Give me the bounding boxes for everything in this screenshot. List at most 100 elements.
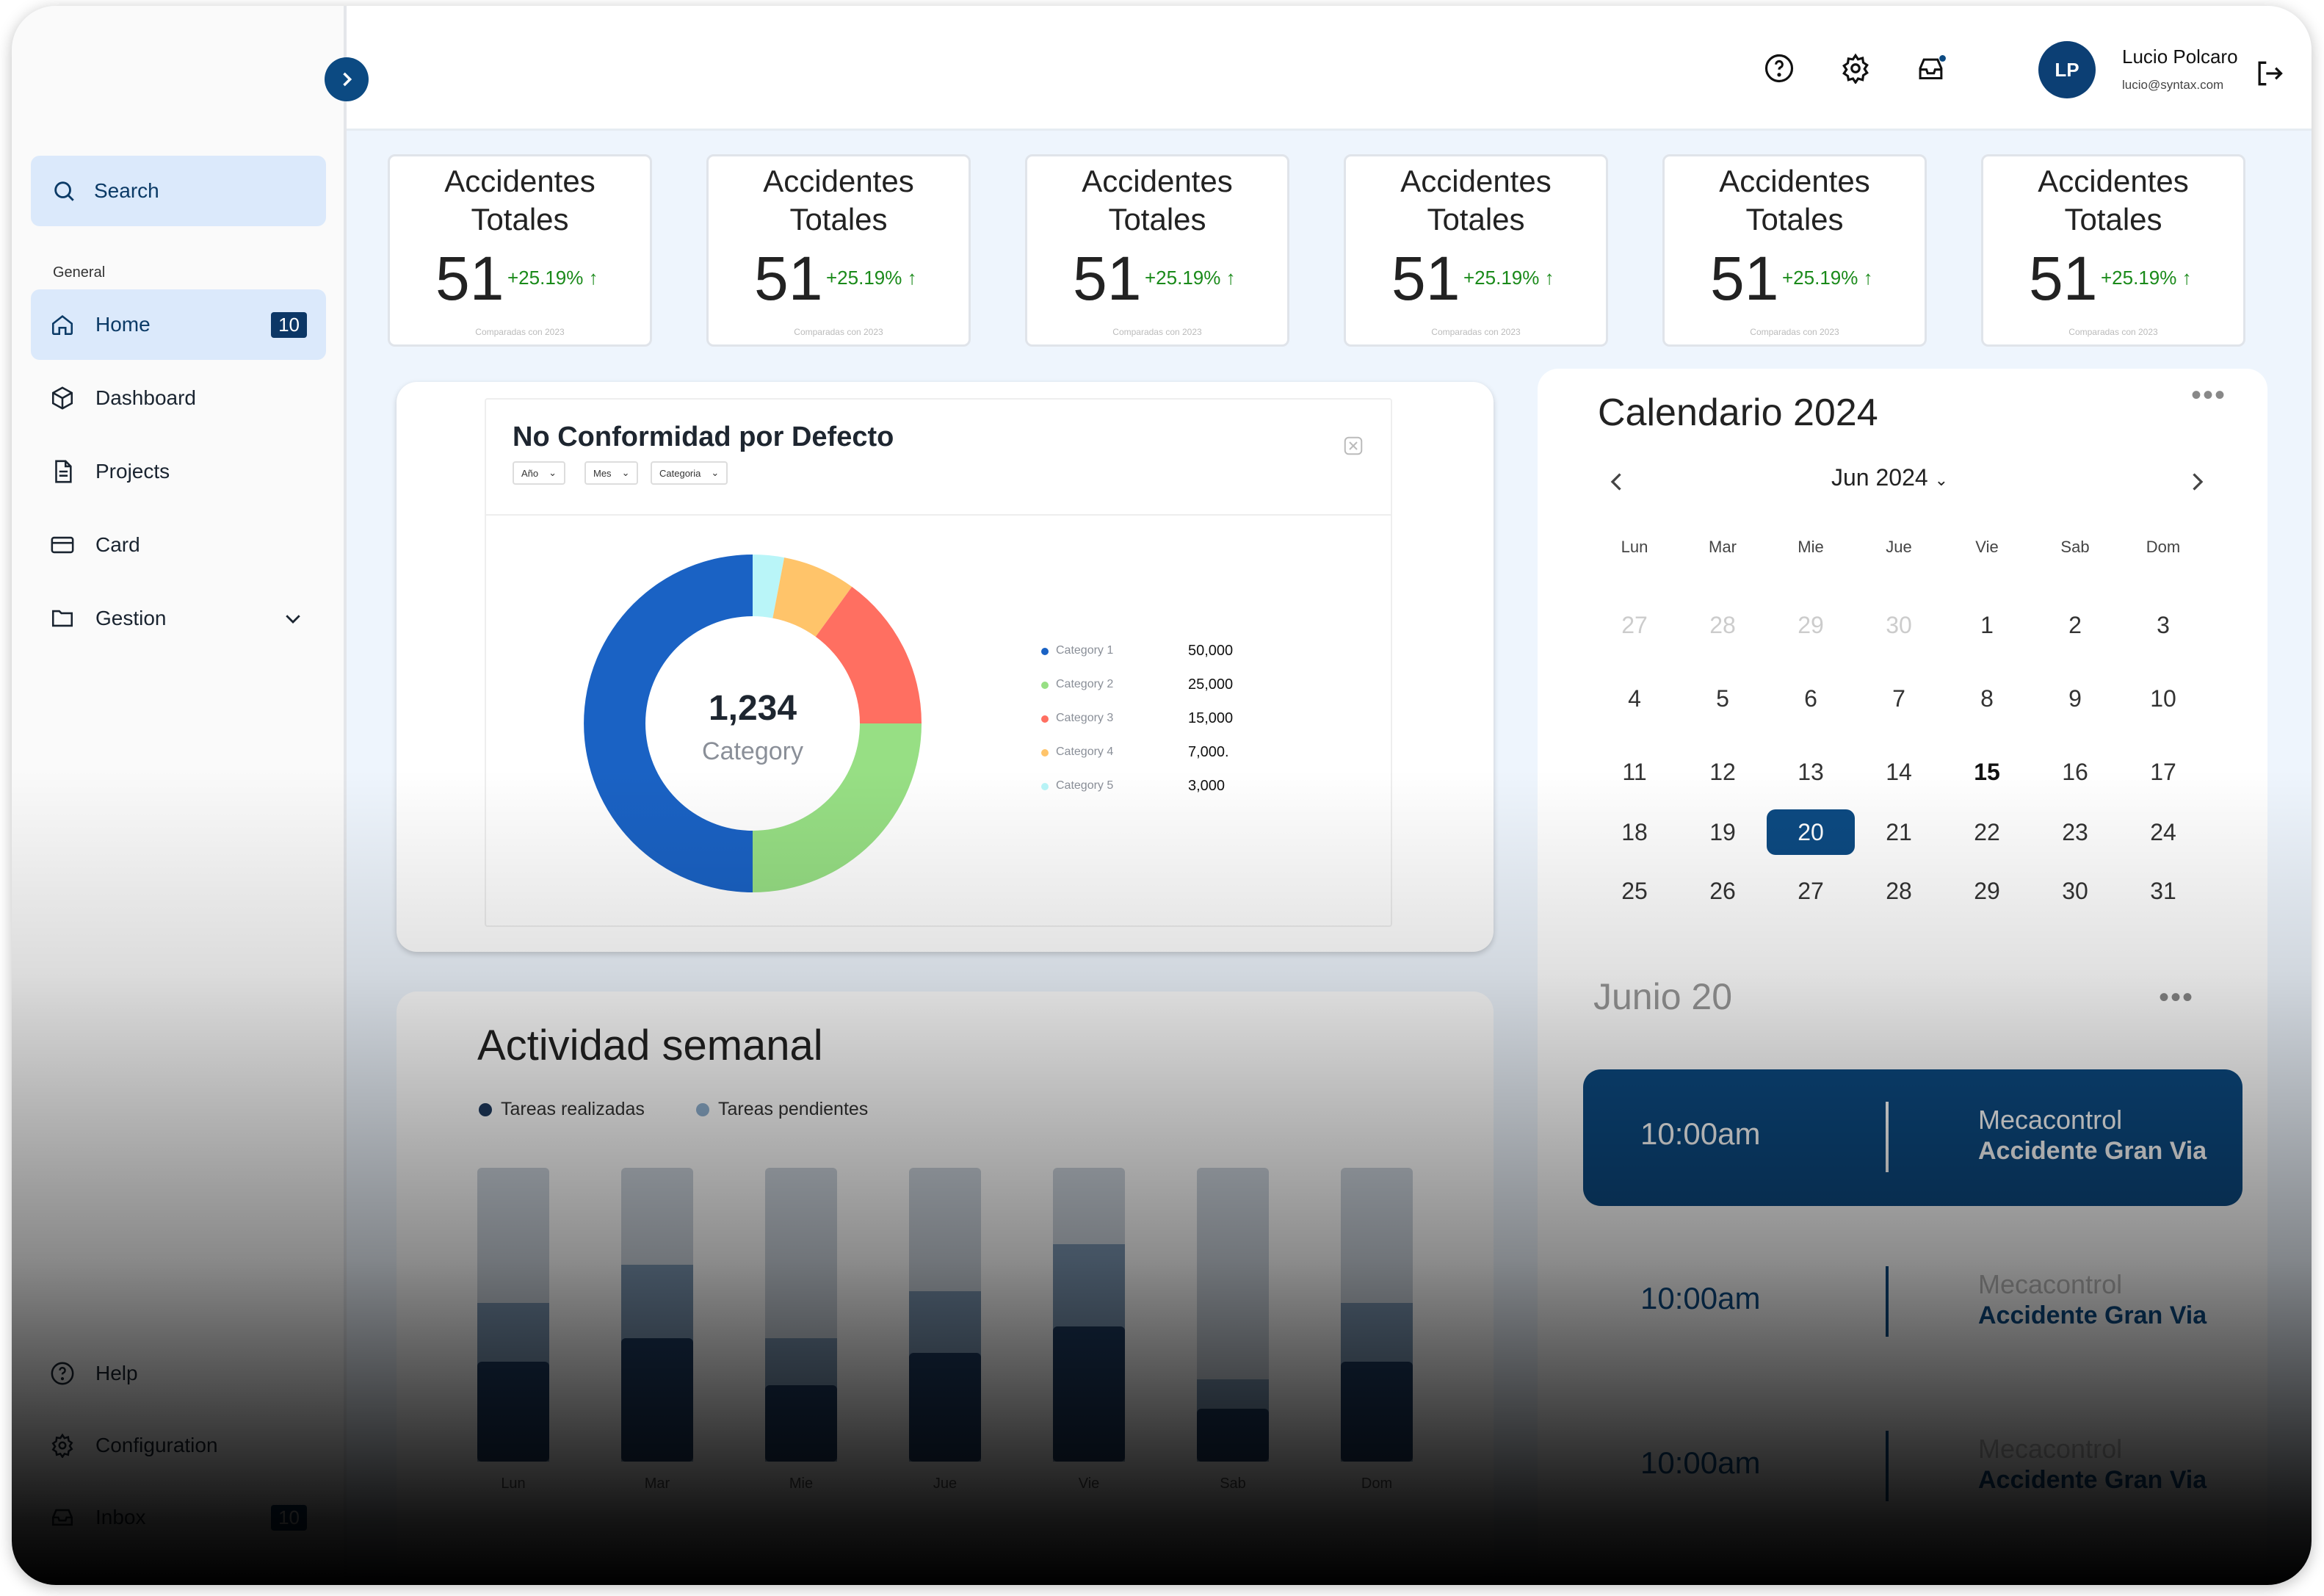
category-dropdown[interactable]: Categoria ⌄ xyxy=(651,461,728,485)
calendar-day[interactable]: 6 xyxy=(1804,685,1817,712)
agenda-event[interactable]: 10:00am Mecacontrol Accidente Gran Via xyxy=(1583,1398,2242,1535)
calendar-day[interactable]: 31 xyxy=(2150,878,2176,904)
calendar-day[interactable]: 8 xyxy=(1980,685,1994,712)
calendar-day[interactable]: 10 xyxy=(2150,685,2176,712)
more-options-icon[interactable]: ••• xyxy=(2191,379,2227,411)
sidebar-item-projects[interactable]: Projects xyxy=(31,436,326,507)
calendar-day[interactable]: 24 xyxy=(2150,819,2176,845)
home-icon xyxy=(51,315,73,336)
donut-slice[interactable] xyxy=(753,555,785,618)
donut-slice[interactable] xyxy=(772,557,853,637)
event-organization: Mecacontrol xyxy=(1978,1105,2123,1135)
calendar-day[interactable]: 14 xyxy=(1886,759,1912,785)
sidebar-toggle-button[interactable] xyxy=(325,57,369,101)
user-email: lucio@syntax.com xyxy=(2122,78,2224,92)
kpi-change: +25.19% ↑ xyxy=(2101,267,2192,289)
section-label-general: General xyxy=(53,264,106,281)
calendar-day[interactable]: 16 xyxy=(2062,759,2088,785)
kpi-card: Accidentes Totales 51 +25.19% ↑ Comparadas … xyxy=(1344,154,1608,347)
calendar-day[interactable]: 25 xyxy=(1621,878,1648,904)
chevron-left-icon[interactable] xyxy=(1604,469,1630,495)
sidebar-item-dashboard[interactable]: Dashboard xyxy=(31,363,326,433)
calendar-day[interactable]: 29 xyxy=(1974,878,2000,904)
calendar-day[interactable]: 9 xyxy=(2068,685,2082,712)
kpi-title: Accidentes Totales xyxy=(2038,164,2189,236)
calendar-card: Calendario 2024 ••• Jun 2024 ⌄ Lun Mar Mie… xyxy=(1538,369,2267,1585)
donut-slice[interactable] xyxy=(815,586,922,723)
calendar-day[interactable]: 17 xyxy=(2150,759,2176,785)
calendar-day[interactable]: 30 xyxy=(1886,612,1912,638)
search-label: Search xyxy=(94,179,159,202)
gear-icon xyxy=(51,1433,73,1458)
calendar-day[interactable]: 21 xyxy=(1886,819,1912,845)
bar-done[interactable] xyxy=(621,1338,693,1462)
kpi-change: +25.19% ↑ xyxy=(826,267,917,289)
bar-done[interactable] xyxy=(1053,1326,1125,1462)
bar-done[interactable] xyxy=(765,1385,837,1462)
calendar-day[interactable]: 20 xyxy=(1767,809,1855,855)
kpi-subtitle: Comparadas con 2023 xyxy=(794,327,883,337)
event-divider xyxy=(1886,1102,1889,1172)
weekday-label: Lun xyxy=(1621,538,1648,556)
calendar-day[interactable]: 19 xyxy=(1709,819,1736,845)
bar-done[interactable] xyxy=(909,1353,981,1462)
sidebar-item-configuration[interactable]: Configuration xyxy=(31,1410,326,1481)
event-location: Accidente Gran Via xyxy=(1978,1301,2207,1329)
agenda-event[interactable]: 10:00am Mecacontrol Accidente Gran Via xyxy=(1583,1234,2242,1371)
calendar-day[interactable]: 7 xyxy=(1892,685,1905,712)
year-dropdown[interactable]: Año ⌄ xyxy=(513,461,566,485)
bar-done[interactable] xyxy=(477,1362,549,1462)
sidebar-item-gestion[interactable]: Gestion xyxy=(31,583,326,654)
bar-done[interactable] xyxy=(1341,1362,1413,1462)
kpi-title: Accidentes Totales xyxy=(1719,164,1870,236)
calendar-day[interactable]: 27 xyxy=(1621,612,1648,638)
kpi-value: 51 xyxy=(435,244,504,313)
more-options-icon[interactable]: ••• xyxy=(2159,981,2195,1014)
document-icon xyxy=(55,460,72,483)
help-icon xyxy=(51,1362,74,1385)
logout-icon[interactable] xyxy=(2253,57,2285,90)
settings-icon[interactable] xyxy=(1840,53,1871,84)
calendar-day[interactable]: 23 xyxy=(2062,819,2088,845)
inbox-notification-icon[interactable] xyxy=(1916,53,1949,84)
calendar-day[interactable]: 2 xyxy=(2068,612,2082,638)
calendar-day[interactable]: 15 xyxy=(1974,759,2000,785)
kpi-card: Accidentes Totales 51 +25.19% ↑ Comparadas … xyxy=(1981,154,2245,347)
donut-center-value: 1,234 xyxy=(709,689,797,728)
calendar-day[interactable]: 26 xyxy=(1709,878,1736,904)
calendar-day[interactable]: 13 xyxy=(1798,759,1824,785)
calendar-day[interactable]: 22 xyxy=(1974,819,2000,845)
chevron-down-icon[interactable] xyxy=(282,607,304,629)
calendar-day[interactable]: 11 xyxy=(1622,759,1647,785)
calendar-day[interactable]: 18 xyxy=(1621,819,1648,845)
bar-tick-label: Mar xyxy=(645,1476,670,1492)
weekday-label: Vie xyxy=(1975,538,1999,556)
calendar-day[interactable]: 29 xyxy=(1798,612,1824,638)
bar-done[interactable] xyxy=(1197,1409,1269,1462)
sidebar-item-card[interactable]: Card xyxy=(31,510,326,580)
weekly-bar-chart: Lun Mar Mie Jue Vie Sab Dom xyxy=(477,1168,1413,1492)
dropdown-label: Año xyxy=(521,467,539,479)
chevron-right-icon[interactable] xyxy=(2184,469,2210,495)
avatar[interactable]: LP xyxy=(2038,41,2096,98)
agenda-event[interactable]: 10:00am Mecacontrol Accidente Gran Via xyxy=(1583,1069,2242,1206)
calendar-day[interactable]: 1 xyxy=(1980,612,1994,638)
calendar-day[interactable]: 12 xyxy=(1709,759,1736,785)
calendar-day[interactable]: 30 xyxy=(2062,878,2088,904)
calendar-day[interactable]: 3 xyxy=(2157,612,2170,638)
calendar-day[interactable]: 28 xyxy=(1709,612,1736,638)
calendar-day[interactable]: 5 xyxy=(1716,685,1729,712)
sidebar-item-inbox[interactable]: Inbox 10 xyxy=(31,1482,326,1553)
help-icon[interactable] xyxy=(1764,53,1795,84)
kpi-value: 51 xyxy=(1710,244,1779,313)
search-box[interactable]: Search xyxy=(31,156,326,226)
calendar-day[interactable]: 27 xyxy=(1798,878,1824,904)
close-icon[interactable] xyxy=(1342,435,1364,457)
sidebar-item-label: Gestion xyxy=(95,607,167,629)
sidebar-item-help[interactable]: Help xyxy=(31,1338,326,1409)
calendar-day[interactable]: 28 xyxy=(1886,878,1912,904)
sidebar-item-home[interactable]: Home 10 xyxy=(31,289,326,360)
calendar-day[interactable]: 4 xyxy=(1628,685,1641,712)
month-dropdown[interactable]: Mes ⌄ xyxy=(584,461,639,485)
month-selector[interactable]: Jun 2024 ⌄ xyxy=(1831,464,1948,491)
